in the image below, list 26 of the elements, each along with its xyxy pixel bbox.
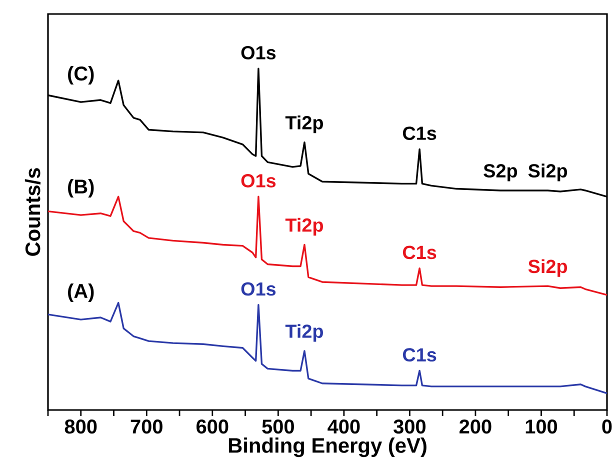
x-tick-label: 100 bbox=[526, 420, 558, 434]
annotation: C1s bbox=[402, 348, 436, 362]
annotation: Ti2p bbox=[285, 324, 323, 342]
annotation: Si2p bbox=[528, 164, 568, 182]
x-tick-label: 800 bbox=[64, 420, 97, 434]
annotation: C1s bbox=[402, 126, 436, 140]
annotation: Ti2p bbox=[285, 218, 323, 236]
series-label: (B) bbox=[68, 178, 94, 198]
annotation: Si2p bbox=[528, 259, 568, 277]
annotation: Ti2p bbox=[285, 116, 323, 134]
x-tick-label: 300 bbox=[394, 420, 426, 434]
annotation: O1s bbox=[241, 282, 276, 296]
annotation: C1s bbox=[402, 246, 436, 260]
x-tick-label: 0 bbox=[602, 420, 612, 434]
x-axis-title: Binding Energy (eV) bbox=[228, 438, 426, 458]
annotation: S2p bbox=[484, 164, 518, 182]
y-axis-title: Counts/s bbox=[24, 168, 40, 256]
x-tick-label: 400 bbox=[328, 420, 360, 434]
x-tick-label: 200 bbox=[460, 420, 492, 434]
series-label: (A) bbox=[68, 283, 94, 302]
x-tick-label: 700 bbox=[130, 420, 162, 434]
series-label: (C) bbox=[68, 66, 94, 85]
x-tick-label: 600 bbox=[196, 420, 228, 434]
x-tick-label: 500 bbox=[262, 420, 294, 434]
annotation: O1s bbox=[241, 46, 276, 60]
annotation: O1s bbox=[241, 174, 276, 188]
